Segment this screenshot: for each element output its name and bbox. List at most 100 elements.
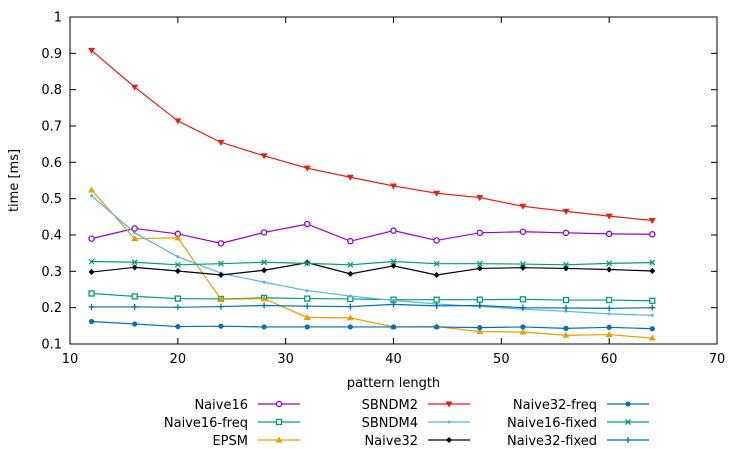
data-point-sbndm2 bbox=[88, 47, 96, 54]
series-line-naive16 bbox=[91, 223, 653, 244]
data-point-naive16-freq bbox=[88, 290, 95, 297]
series-line-naive32 bbox=[91, 261, 653, 276]
plot-frame bbox=[69, 16, 718, 345]
legend-label: SBNDM2 bbox=[362, 398, 418, 413]
x-tick-label: 60 bbox=[601, 352, 618, 367]
data-point-sbndm4 bbox=[650, 313, 654, 317]
data-point-naive16-fixed bbox=[433, 260, 440, 267]
y-tick-label: 0.8 bbox=[41, 83, 62, 98]
data-point-naive32-freq bbox=[606, 324, 612, 330]
data-point-naive16-fixed bbox=[606, 260, 613, 267]
x-tick-label: 10 bbox=[62, 352, 79, 367]
data-point-naive32 bbox=[606, 266, 613, 273]
series-line-naive16-fixed bbox=[91, 260, 653, 266]
data-point-naive16 bbox=[217, 240, 225, 247]
legend-item-naive16-fixed: Naive16-fixed bbox=[507, 416, 649, 431]
data-point-naive32-freq bbox=[132, 321, 138, 327]
data-point-epsm bbox=[346, 314, 354, 321]
series-line-epsm bbox=[91, 189, 653, 339]
series-sbndm2 bbox=[88, 47, 656, 224]
legend-label: Naive16 bbox=[194, 398, 248, 413]
x-tick-label: 50 bbox=[493, 352, 510, 367]
legend-label: Naive16-fixed bbox=[507, 416, 597, 431]
data-point-sbndm2 bbox=[476, 195, 484, 202]
data-point-naive32 bbox=[347, 270, 354, 277]
data-point-epsm bbox=[476, 328, 484, 335]
legend-item-naive32: Naive32 bbox=[364, 434, 470, 449]
series-line-naive32-fixed bbox=[91, 303, 653, 309]
legend-label: Naive32-freq bbox=[513, 398, 597, 413]
series-naive16-fixed bbox=[88, 258, 656, 268]
data-point-sbndm4 bbox=[564, 309, 568, 313]
data-point-naive16-freq bbox=[476, 296, 483, 303]
data-point-sbndm4 bbox=[90, 194, 94, 198]
series-naive32-fixed bbox=[88, 301, 656, 312]
data-point-naive16-freq bbox=[649, 297, 656, 304]
data-point-naive32-freq bbox=[261, 324, 267, 330]
legend-label: Naive16-freq bbox=[164, 416, 248, 431]
x-tick-label: 70 bbox=[709, 352, 726, 367]
data-point-naive32 bbox=[390, 262, 397, 269]
data-point-naive32 bbox=[433, 271, 440, 278]
legend-swatch-marker bbox=[625, 419, 631, 425]
data-point-sbndm4 bbox=[176, 255, 180, 259]
data-point-naive32-fixed bbox=[519, 304, 526, 311]
x-tick-label: 40 bbox=[385, 352, 402, 367]
legend-label: Naive32 bbox=[364, 434, 418, 449]
data-point-naive32 bbox=[261, 267, 268, 274]
legend-swatch-marker bbox=[275, 400, 283, 408]
data-point-naive16 bbox=[562, 229, 570, 237]
data-point-sbndm2 bbox=[605, 213, 613, 220]
y-tick-label: 0.2 bbox=[41, 301, 62, 316]
y-tick-label: 0.9 bbox=[41, 47, 62, 62]
data-point-naive16 bbox=[605, 230, 613, 238]
series-sbndm4 bbox=[90, 194, 654, 317]
data-point-naive32-freq bbox=[347, 324, 353, 330]
data-point-naive32 bbox=[649, 267, 656, 274]
data-point-naive16-freq bbox=[174, 295, 181, 302]
data-point-naive32-fixed bbox=[433, 302, 440, 309]
legend-item-naive16-freq: Naive16-freq bbox=[164, 416, 300, 431]
data-point-naive32-fixed bbox=[261, 302, 268, 309]
series-epsm bbox=[88, 186, 656, 341]
y-tick-label: 0.3 bbox=[41, 265, 62, 280]
data-point-naive32-freq bbox=[649, 326, 655, 332]
legend-item-naive32-fixed: Naive32-fixed bbox=[507, 434, 649, 449]
data-point-sbndm2 bbox=[174, 118, 182, 125]
legend-swatch-marker bbox=[275, 436, 283, 443]
data-point-naive32-fixed bbox=[476, 302, 483, 309]
data-point-epsm bbox=[260, 295, 268, 302]
data-point-naive16 bbox=[260, 229, 268, 236]
data-point-naive16-freq bbox=[433, 296, 440, 303]
legend-item-sbndm4: SBNDM4 bbox=[362, 416, 470, 431]
data-point-naive16-fixed bbox=[347, 261, 354, 268]
data-point-naive16-freq bbox=[131, 293, 138, 300]
data-point-naive16-fixed bbox=[218, 260, 224, 267]
data-point-sbndm2 bbox=[131, 84, 139, 91]
data-point-naive16-fixed bbox=[261, 259, 268, 266]
legend-swatch-marker bbox=[625, 437, 631, 443]
x-tick-label: 20 bbox=[170, 352, 187, 367]
data-point-naive16-fixed bbox=[649, 259, 656, 266]
data-point-sbndm4 bbox=[133, 231, 137, 235]
y-tick-label: 0.4 bbox=[41, 229, 62, 244]
legend-swatch-marker bbox=[446, 437, 452, 443]
data-point-naive32-fixed bbox=[217, 303, 224, 310]
data-point-sbndm2 bbox=[346, 174, 354, 181]
data-point-naive32-freq bbox=[563, 325, 569, 331]
data-point-sbndm4 bbox=[305, 289, 309, 293]
legend-item-naive16: Naive16 bbox=[194, 398, 300, 413]
legend-item-epsm: EPSM bbox=[212, 434, 300, 449]
data-point-naive16 bbox=[649, 231, 656, 238]
data-point-naive32-freq bbox=[175, 323, 181, 330]
data-point-naive32 bbox=[131, 264, 138, 271]
data-point-naive32-freq bbox=[218, 323, 224, 329]
data-point-epsm bbox=[519, 328, 527, 335]
data-point-sbndm2 bbox=[433, 190, 441, 197]
legend-swatch-marker bbox=[445, 401, 453, 408]
legend-label: EPSM bbox=[212, 434, 248, 449]
data-point-epsm bbox=[217, 295, 225, 302]
data-point-naive16-freq bbox=[562, 296, 570, 304]
data-point-naive32-fixed bbox=[649, 304, 656, 311]
